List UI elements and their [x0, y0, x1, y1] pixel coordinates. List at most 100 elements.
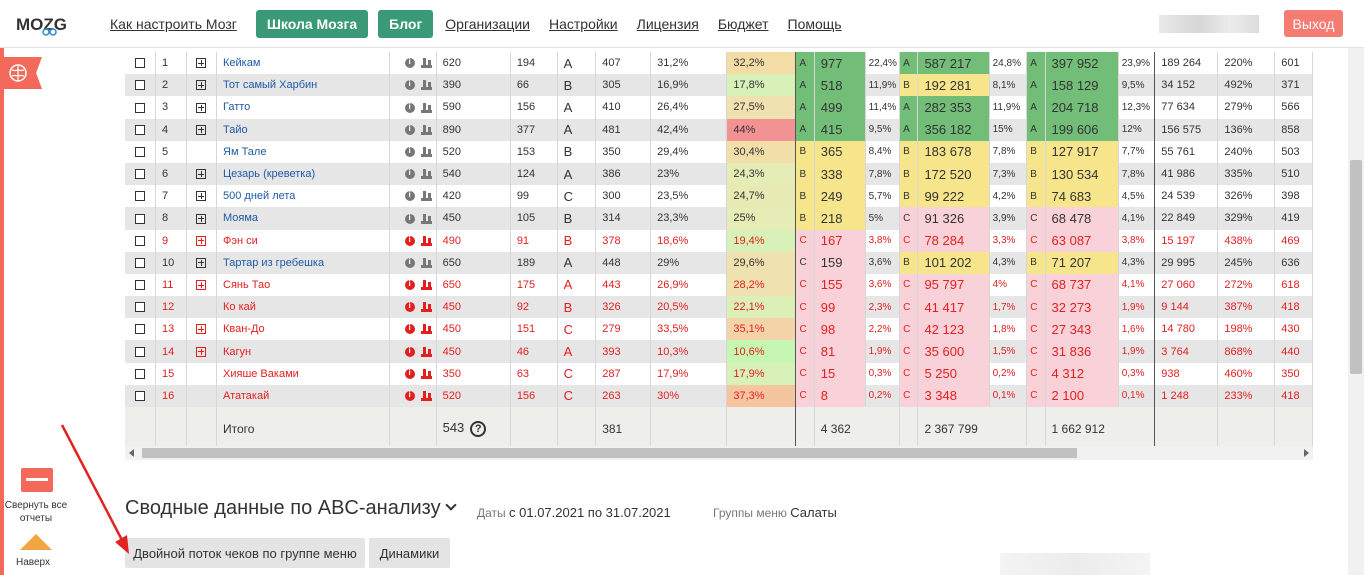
chart-icon[interactable]	[420, 80, 432, 91]
chart-icon[interactable]	[420, 235, 432, 246]
nav-item-2[interactable]: Блог	[378, 10, 434, 38]
row-checkbox[interactable]	[125, 207, 156, 230]
collapse-all-label[interactable]: Свернуть все отчеты	[4, 500, 68, 524]
info-icon[interactable]	[404, 102, 415, 113]
info-icon[interactable]	[404, 279, 415, 291]
plus-icon[interactable]	[196, 80, 207, 91]
row-checkbox[interactable]	[125, 229, 156, 252]
row-checkbox[interactable]	[125, 251, 156, 274]
plus-icon[interactable]	[196, 191, 207, 202]
collapse-all-icon[interactable]	[21, 468, 53, 492]
expand-row[interactable]	[186, 185, 217, 208]
expand-row[interactable]	[186, 251, 217, 274]
chart-icon[interactable]	[420, 368, 432, 379]
info-icon[interactable]	[404, 323, 415, 335]
nav-item-3[interactable]: Организации	[445, 16, 530, 32]
scroll-up-icon[interactable]	[20, 534, 52, 550]
info-icon[interactable]	[404, 57, 415, 69]
chart-icon[interactable]	[420, 257, 432, 268]
row-checkbox[interactable]	[125, 52, 156, 75]
scroll-right-icon[interactable]	[1304, 449, 1309, 457]
cell-v2: 192 281	[917, 74, 990, 97]
expand-row[interactable]	[186, 96, 217, 119]
chart-icon[interactable]	[420, 102, 432, 113]
expand-row[interactable]	[186, 118, 217, 141]
row-checkbox[interactable]	[125, 118, 156, 141]
chart-icon[interactable]	[420, 302, 432, 313]
vertical-scroll-thumb[interactable]	[1350, 160, 1362, 374]
info-icon[interactable]	[404, 390, 415, 401]
plus-icon[interactable]	[196, 124, 207, 135]
row-checkbox[interactable]	[125, 162, 156, 186]
info-icon[interactable]	[404, 79, 415, 91]
info-icon[interactable]	[404, 146, 415, 157]
nav-item-4[interactable]: Настройки	[548, 16, 618, 32]
info-icon[interactable]	[404, 124, 415, 135]
expand-row[interactable]	[186, 207, 217, 230]
logout-button[interactable]: Выход	[1284, 10, 1343, 37]
plus-icon[interactable]	[196, 169, 207, 180]
expand-row[interactable]	[186, 74, 217, 97]
help-icon[interactable]: ?	[470, 421, 487, 438]
info-icon[interactable]	[404, 168, 415, 180]
chart-icon[interactable]	[420, 169, 432, 180]
chart-icon[interactable]	[420, 324, 432, 335]
expand-row[interactable]	[186, 162, 217, 186]
chart-icon[interactable]	[420, 124, 432, 135]
info-icon[interactable]	[404, 301, 415, 313]
plus-icon[interactable]	[196, 324, 207, 335]
horizontal-scrollbar[interactable]	[125, 446, 1313, 460]
info-icon[interactable]	[404, 213, 415, 224]
chart-icon[interactable]	[420, 280, 432, 291]
tab-dynamics[interactable]: Динамики	[369, 538, 450, 568]
plus-icon[interactable]	[196, 280, 207, 291]
nav-item-7[interactable]: Помощь	[787, 16, 842, 32]
chart-icon[interactable]	[420, 346, 432, 357]
expand-row[interactable]	[186, 273, 217, 297]
plus-icon[interactable]	[196, 213, 207, 224]
row-checkbox[interactable]	[125, 318, 156, 341]
scroll-up-label[interactable]: Наверх	[16, 557, 50, 568]
row-checkbox[interactable]	[125, 384, 156, 407]
scroll-left-icon[interactable]	[129, 449, 134, 457]
chart-icon[interactable]	[420, 191, 432, 202]
nav-item-5[interactable]: Лицензия	[636, 16, 699, 32]
nav-item-0[interactable]: Как настроить Мозг	[110, 16, 237, 32]
plus-icon[interactable]	[196, 257, 207, 268]
cell-p1: 2,3%	[865, 296, 901, 319]
plus-icon[interactable]	[196, 102, 207, 113]
expand-row[interactable]	[186, 52, 217, 75]
vertical-scrollbar[interactable]	[1348, 48, 1364, 575]
row-checkbox[interactable]	[125, 185, 156, 208]
chart-icon[interactable]	[420, 213, 432, 224]
row-checkbox[interactable]	[125, 273, 156, 297]
sidebar-toggle[interactable]	[0, 57, 42, 89]
row-checkbox[interactable]	[125, 362, 156, 385]
tab-double-flow[interactable]: Двойной поток чеков по группе меню	[125, 538, 365, 568]
nav-item-6[interactable]: Бюджет	[717, 16, 769, 32]
expand-row[interactable]	[186, 318, 217, 341]
summary-title[interactable]: Сводные данные по ABC-анализу	[125, 497, 457, 520]
info-icon[interactable]	[404, 346, 415, 357]
plus-icon[interactable]	[196, 235, 207, 246]
row-checkbox[interactable]	[125, 74, 156, 97]
info-icon[interactable]	[404, 235, 415, 246]
chart-icon[interactable]	[420, 146, 432, 157]
row-checkbox[interactable]	[125, 296, 156, 319]
info-icon[interactable]	[404, 257, 415, 268]
row-checkbox[interactable]	[125, 340, 156, 363]
info-icon[interactable]	[404, 368, 415, 379]
mozg-logo[interactable]: MOZG	[16, 12, 76, 36]
plus-icon[interactable]	[196, 58, 207, 69]
expand-row[interactable]	[186, 340, 217, 363]
expand-row[interactable]	[186, 229, 217, 252]
info-icon[interactable]	[404, 190, 415, 202]
chart-icon[interactable]	[420, 391, 432, 401]
chevron-down-icon[interactable]	[444, 499, 457, 511]
chart-icon[interactable]	[420, 58, 432, 69]
plus-icon[interactable]	[196, 346, 207, 357]
row-checkbox[interactable]	[125, 96, 156, 119]
row-checkbox[interactable]	[125, 140, 156, 163]
horizontal-scroll-thumb[interactable]	[142, 448, 1077, 458]
nav-item-1[interactable]: Школа Мозга	[255, 10, 369, 38]
